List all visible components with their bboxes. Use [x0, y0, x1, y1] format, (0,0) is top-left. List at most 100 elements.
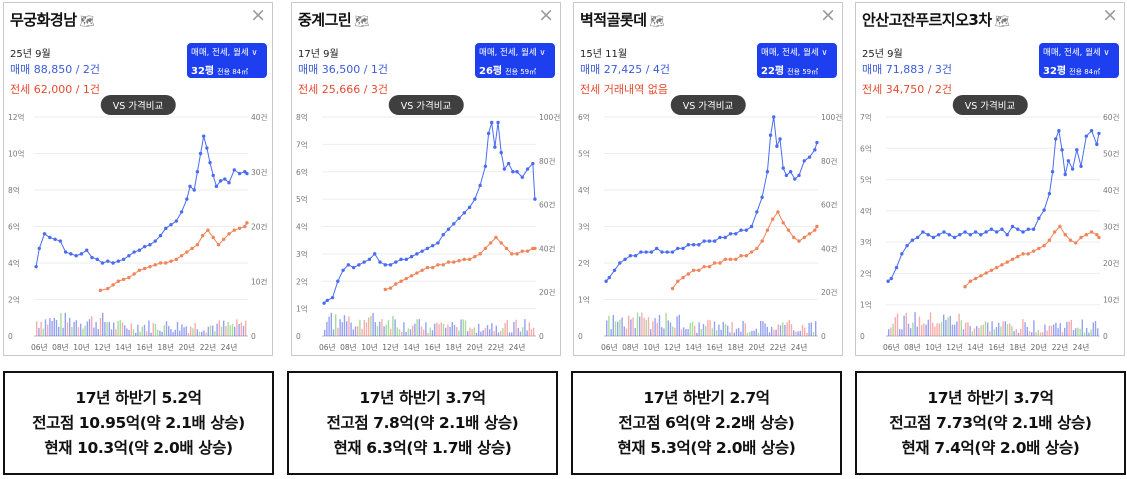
volume-bar: [1024, 322, 1026, 336]
jeonse-price-point: [441, 263, 445, 267]
volume-bar: [753, 330, 755, 336]
volume-bar: [183, 327, 185, 336]
volume-bar: [641, 312, 643, 336]
volume-bar: [471, 329, 473, 336]
y-right-tick-label: 60건: [1103, 112, 1120, 122]
sale-price-point: [325, 298, 329, 303]
volume-bar: [414, 323, 416, 336]
volume-bar: [500, 331, 502, 336]
jeonse-price-point: [462, 257, 467, 262]
volume-bar: [238, 323, 240, 336]
jeonse-price-point: [137, 268, 142, 272]
volume-bar: [702, 324, 705, 336]
apartment-card-2: 중계그린 🗺 × 17년 9월 매매 36,500 / 1건 전세 25,666 …: [291, 2, 561, 356]
volume-bar: [894, 317, 896, 336]
sale-price-point: [245, 171, 249, 176]
jeonse-price-point: [1079, 235, 1083, 240]
volume-bar: [1013, 331, 1015, 336]
sale-price-line: [887, 128, 1100, 282]
jeonse-price-point: [520, 249, 524, 253]
close-icon[interactable]: ×: [250, 4, 266, 26]
deal-type-selector[interactable]: 매매, 전세, 월세 ∨ 22평 전용 59㎡: [757, 43, 837, 78]
sale-price-point: [409, 254, 414, 259]
sale-price-point: [420, 249, 424, 253]
volume-bar: [445, 327, 447, 336]
summary-line: 현재 10.3억(약 2.0배 상승): [44, 438, 233, 457]
sale-price-point: [1097, 131, 1101, 136]
y-left-tick-label: 3억: [860, 238, 872, 247]
jeonse-price-point: [691, 268, 696, 272]
sale-price-point: [744, 228, 749, 232]
volume-bar: [978, 327, 980, 336]
sale-price-point: [79, 252, 84, 256]
volume-bar: [513, 321, 515, 336]
volume-bar: [365, 322, 368, 336]
compare-price-button[interactable]: VS 가격비교: [952, 95, 1028, 115]
volume-bar: [354, 326, 357, 336]
volume-bar: [658, 314, 661, 336]
map-icon[interactable]: 🗺: [649, 14, 665, 28]
sale-price-point: [604, 279, 608, 283]
volume-bar: [782, 322, 784, 336]
volume-bar: [361, 328, 363, 336]
sale-price-point: [1079, 164, 1083, 168]
jeonse-price-line: [672, 210, 818, 289]
volume-bar: [779, 325, 782, 336]
size-area: 전용 59㎡: [505, 68, 537, 76]
sale-price-point: [926, 233, 930, 237]
volume-bar: [667, 320, 669, 336]
sale-price-point: [174, 219, 179, 223]
volume-bar: [967, 322, 969, 336]
sale-price-point: [739, 228, 743, 232]
apartment-card-4: 안산고잔푸르지오3차 🗺 × 25년 9월 매매 71,883 / 3건 전세 3…: [855, 2, 1125, 356]
compare-price-button[interactable]: VS 가격비교: [100, 95, 176, 115]
y-left-tick-label: 1억: [578, 296, 590, 305]
sale-price-point: [346, 263, 351, 267]
sale-price-point: [198, 151, 203, 156]
volume-bar: [423, 329, 425, 336]
jeonse-price-point: [776, 210, 780, 214]
jeonse-price-point: [494, 235, 498, 240]
jeonse-price-point: [243, 224, 247, 229]
sale-price-point: [778, 137, 782, 141]
volume-bar: [416, 319, 418, 336]
deal-type-selector[interactable]: 매매, 전세, 월세 ∨ 32평 전용 84㎡: [1039, 43, 1119, 78]
y-left-tick-label: 0: [8, 332, 13, 341]
summary-line: 17년 하반기 3.7억: [359, 388, 486, 407]
y-left-tick-label: 4억: [296, 223, 308, 232]
volume-bar: [643, 317, 645, 336]
close-icon[interactable]: ×: [1102, 4, 1118, 26]
jeonse-price-point: [185, 250, 189, 254]
jeonse-price-text: 전세 거래내역 없음: [580, 83, 668, 96]
volume-bar: [442, 323, 445, 336]
sale-price-point: [227, 181, 231, 185]
volume-bar: [130, 323, 132, 336]
volume-bar: [478, 323, 480, 336]
map-icon[interactable]: 🗺: [79, 14, 95, 28]
volume-bar: [890, 327, 892, 336]
deal-type-options: 매매, 전세, 월세 ∨: [479, 48, 546, 58]
close-icon[interactable]: ×: [538, 4, 554, 26]
volume-bar: [696, 332, 698, 336]
jeonse-price-point: [232, 228, 236, 232]
summary-box-2: 17년 하반기 3.7억 전고점 7.8억(약 2.1배 상승) 현재 6.3억…: [287, 371, 558, 475]
sale-price-point: [1089, 128, 1094, 133]
map-icon[interactable]: 🗺: [994, 14, 1010, 28]
volume-bar: [62, 327, 64, 336]
compare-price-button[interactable]: VS 가격비교: [670, 95, 746, 115]
y-right-tick-label: 100건: [821, 112, 842, 122]
volume-bar: [491, 323, 493, 336]
map-icon[interactable]: 🗺: [354, 14, 369, 28]
jeonse-price-point: [446, 260, 451, 264]
x-tick-label: 22년: [488, 342, 505, 352]
x-tick-label: 18년: [1010, 342, 1027, 352]
deal-type-selector[interactable]: 매매, 전세, 월세 ∨ 26평 전용 59㎡: [475, 43, 555, 78]
jeonse-price-point: [206, 228, 210, 232]
volume-bar: [960, 320, 962, 336]
deal-type-selector[interactable]: 매매, 전세, 월세 ∨ 32평 전용 84㎡: [187, 43, 267, 78]
volume-bar: [379, 321, 381, 336]
close-icon[interactable]: ×: [820, 4, 836, 26]
compare-price-button[interactable]: VS 가격비교: [388, 95, 464, 115]
volume-bar: [606, 320, 608, 336]
jeonse-price-point: [765, 228, 770, 232]
